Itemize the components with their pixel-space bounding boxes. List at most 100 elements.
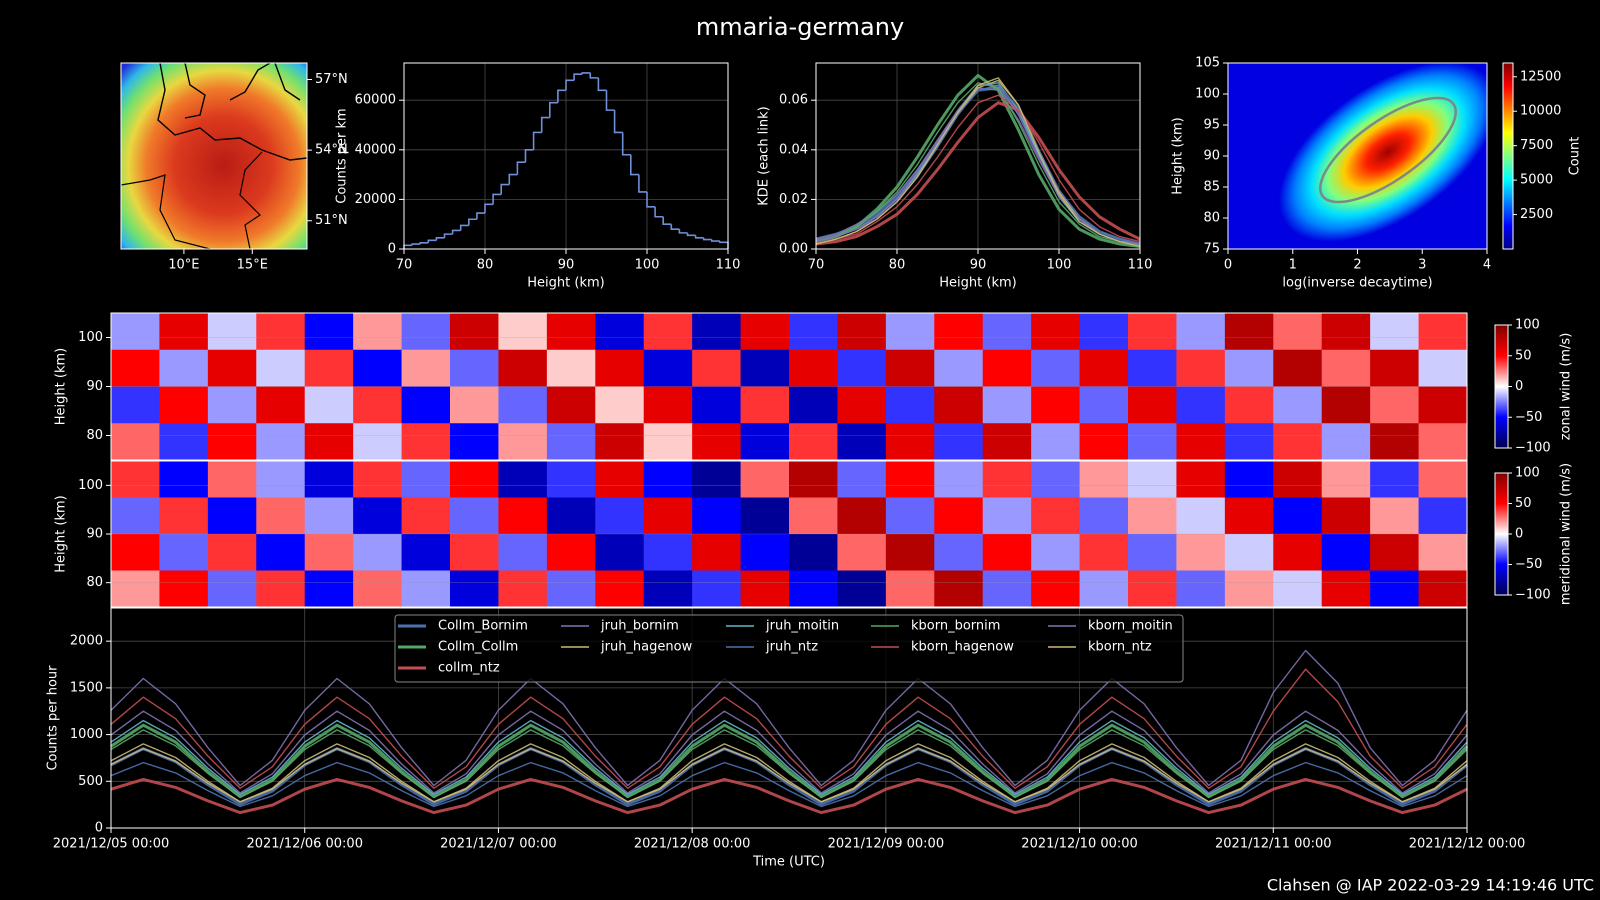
hist-step [621, 132, 631, 156]
footer: Clahsen @ IAP 2022-03-29 14:19:46 UTC [1267, 876, 1594, 895]
heat-cell [546, 386, 596, 424]
heat-cell [401, 534, 451, 571]
y-tick-label: 80 [86, 575, 103, 590]
heat-cell [885, 534, 935, 571]
hist-step [630, 154, 639, 176]
heat-cell [498, 386, 548, 424]
heat-cell [450, 461, 499, 498]
heat-cell [740, 423, 790, 461]
heat-cell [1224, 497, 1274, 535]
colorbar-tick-label: 2500 [1520, 207, 1553, 222]
heat-cell [546, 313, 596, 351]
heat-cell [934, 349, 984, 387]
heat-cell [1370, 534, 1420, 571]
heat-cell [740, 313, 790, 351]
heat-cell [401, 386, 451, 424]
x-tick-label: 110 [716, 258, 741, 273]
heat-cell [159, 313, 209, 351]
map-image [121, 63, 307, 249]
hist-step [589, 72, 599, 79]
heat-cell [450, 386, 499, 424]
hist-step [532, 131, 542, 150]
heat-cell [256, 423, 306, 461]
heat-cell [304, 386, 354, 424]
heat-cell [789, 423, 838, 461]
heat-cell [595, 423, 645, 461]
density-peak [1278, 63, 1487, 242]
heat-cell [692, 497, 742, 535]
heat-cell [982, 313, 1032, 351]
series-line [110, 649, 1468, 787]
heat-cell [304, 570, 354, 608]
plot-frame [110, 460, 1468, 608]
heat-cell [1321, 497, 1371, 535]
colorbar-tick-label: 5000 [1520, 173, 1553, 188]
x-axis-label: Time (UTC) [752, 855, 825, 870]
heat-cell [1031, 313, 1081, 351]
heat-cell [692, 570, 742, 608]
hist-step [662, 216, 672, 225]
x-tick-label: 70 [808, 258, 825, 273]
heat-cell [401, 570, 451, 608]
x-tick-label: 2021/12/11 00:00 [1215, 837, 1332, 852]
density-field [121, 63, 307, 249]
heat-cell [546, 497, 596, 535]
heat-cell [789, 386, 838, 424]
series-line [815, 101, 1141, 246]
heat-cell [256, 313, 306, 351]
hist-step [484, 203, 494, 214]
heat-cell [450, 497, 499, 535]
series-line [110, 723, 1469, 799]
heat-cell [1079, 461, 1129, 498]
y-tick-label: 0 [388, 242, 396, 257]
hist-step [403, 244, 413, 249]
heat-cell [1031, 534, 1081, 571]
heat-cell [740, 461, 790, 498]
heat-cell [1079, 386, 1129, 424]
heat-cell [885, 461, 935, 498]
heat-cell [885, 423, 935, 461]
series-line [815, 82, 1141, 248]
colorbar-tick-label: 50 [1515, 496, 1532, 511]
y-tick-label: 0.06 [779, 93, 808, 108]
heat-cell [111, 534, 160, 571]
y-axis-label: Counts per hour [46, 665, 61, 771]
y-tick-label: 54°N [315, 143, 348, 158]
heat-cell [207, 313, 257, 351]
heat-cell [740, 570, 790, 608]
y-tick-label: 0.00 [779, 242, 808, 257]
heat-cell [1224, 313, 1274, 351]
y-tick-label: 57°N [315, 72, 348, 87]
x-tick-label: 80 [889, 258, 906, 273]
hist-step [435, 237, 445, 241]
legend-label: jruh_ntz [765, 640, 818, 655]
heat-cell [934, 461, 984, 498]
heat-cell [1079, 534, 1129, 571]
plot-frame [403, 62, 729, 250]
hist-step [581, 72, 591, 75]
heat-cell [595, 461, 645, 498]
hist-step [573, 73, 583, 81]
colorbar-tick-label: 100 [1515, 318, 1540, 333]
y-axis-label: Height (km) [54, 348, 69, 425]
heat-cell [207, 349, 257, 387]
heat-cell [643, 534, 693, 571]
y-axis-label: KDE (each link) [757, 106, 772, 206]
legend-label: kborn_moitin [1088, 619, 1173, 634]
heat-cell [740, 349, 790, 387]
heat-cell [885, 349, 935, 387]
heat-cell [1176, 423, 1226, 461]
heat-cell [111, 461, 160, 498]
y-axis-label: Height (km) [54, 495, 69, 572]
heat-cell [643, 313, 693, 351]
x-tick-label: 100 [1047, 258, 1072, 273]
heat-cell [304, 423, 354, 461]
heat-cell [837, 349, 887, 387]
colorbar-label: meridional wind (m/s) [1559, 463, 1574, 605]
heat-cell [1079, 423, 1129, 461]
heat-cell [1418, 570, 1468, 608]
heat-cell [595, 570, 645, 608]
heat-cell [789, 570, 838, 608]
heat-cell [111, 423, 160, 461]
legend-label: jruh_bornim [600, 619, 679, 634]
